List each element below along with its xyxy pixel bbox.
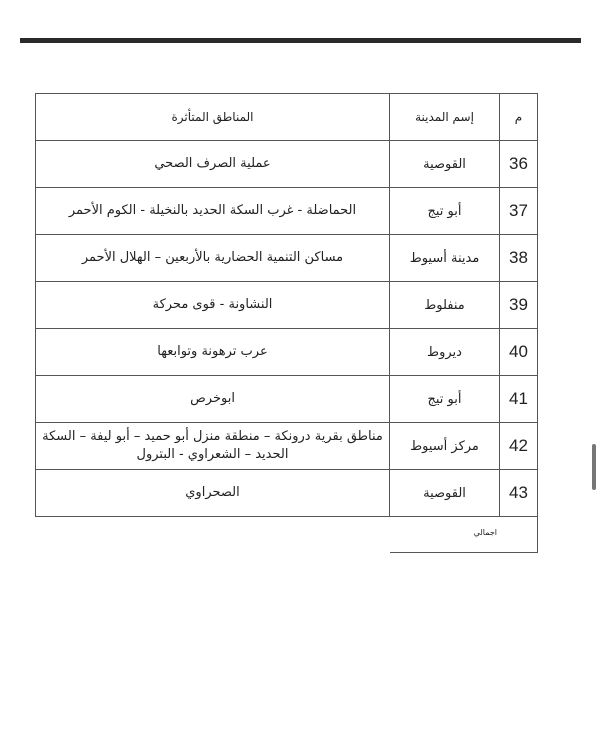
cell-city: أبو تيج bbox=[389, 187, 500, 235]
cell-city: أبو تيج bbox=[389, 375, 500, 423]
affected-areas-table: م إسم المدينة المناطق المتأثرة 36 القوصية… bbox=[35, 93, 538, 517]
header-num: م bbox=[499, 93, 538, 141]
cell-city: مركز أسيوط bbox=[389, 422, 500, 470]
table-header-row: م إسم المدينة المناطق المتأثرة bbox=[35, 93, 538, 141]
cell-num: 43 bbox=[499, 469, 538, 517]
table-row: 41 أبو تيج ابوخرص bbox=[35, 375, 538, 423]
cell-areas: ابوخرص bbox=[35, 375, 390, 423]
header-areas: المناطق المتأثرة bbox=[35, 93, 390, 141]
cell-city: منفلوط bbox=[389, 281, 500, 329]
header-city: إسم المدينة bbox=[389, 93, 500, 141]
table-row: 37 أبو تيج الحماضلة - غرب السكة الحديد بال… bbox=[35, 187, 538, 235]
cell-num: 40 bbox=[499, 328, 538, 376]
cell-areas: مناطق بقرية درونكة – منطقة منزل أبو حميد… bbox=[35, 422, 390, 470]
cell-num: 41 bbox=[499, 375, 538, 423]
table-row: 38 مدينة أسيوط مساكن التنمية الحضارية بالأ… bbox=[35, 234, 538, 282]
cell-areas: الصحراوي bbox=[35, 469, 390, 517]
cell-city: القوصية bbox=[389, 140, 500, 188]
cell-city: مدينة أسيوط bbox=[389, 234, 500, 282]
table-row: 42 مركز أسيوط مناطق بقرية درونكة – منطقة م… bbox=[35, 422, 538, 470]
table-row: 43 القوصية الصحراوي bbox=[35, 469, 538, 517]
cell-num: 39 bbox=[499, 281, 538, 329]
cell-num: 42 bbox=[499, 422, 538, 470]
cell-areas: الحماضلة - غرب السكة الحديد بالنخيلة - ا… bbox=[35, 187, 390, 235]
cell-areas: عرب ترهونة وتوابعها bbox=[35, 328, 390, 376]
table-row: 39 منفلوط النشاونة - قوى محركة bbox=[35, 281, 538, 329]
cell-areas: عملية الصرف الصحي bbox=[35, 140, 390, 188]
table-row: 36 القوصية عملية الصرف الصحي bbox=[35, 140, 538, 188]
cell-city: ديروط bbox=[389, 328, 500, 376]
cell-num: 36 bbox=[499, 140, 538, 188]
cell-num: 37 bbox=[499, 187, 538, 235]
cell-areas: مساكن التنمية الحضارية بالأربعين – الهلا… bbox=[35, 234, 390, 282]
scrollbar[interactable] bbox=[592, 444, 596, 490]
cell-areas: النشاونة - قوى محركة bbox=[35, 281, 390, 329]
cell-city: القوصية bbox=[389, 469, 500, 517]
total-label: اجمالي bbox=[473, 528, 497, 537]
total-cell: اجمالي bbox=[390, 516, 538, 553]
page-divider bbox=[20, 38, 581, 43]
cell-num: 38 bbox=[499, 234, 538, 282]
table-row: 40 ديروط عرب ترهونة وتوابعها bbox=[35, 328, 538, 376]
